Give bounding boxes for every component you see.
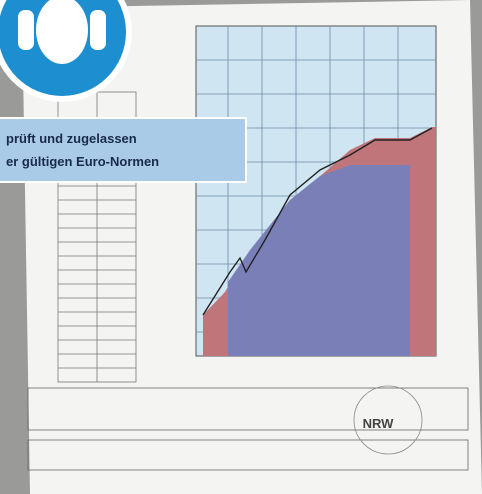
banner (0, 118, 246, 182)
banner-line: prüft und zugelassen (6, 131, 137, 146)
chart-illustration (196, 26, 436, 356)
banner-line: er gültigen Euro-Normen (6, 154, 159, 169)
stamp-text: NRW (363, 416, 395, 431)
scene: NRW prüft und zugelassen er gültigen Eur… (0, 0, 482, 494)
page: NRW prüft und zugelassen er gültigen Eur… (0, 0, 482, 494)
